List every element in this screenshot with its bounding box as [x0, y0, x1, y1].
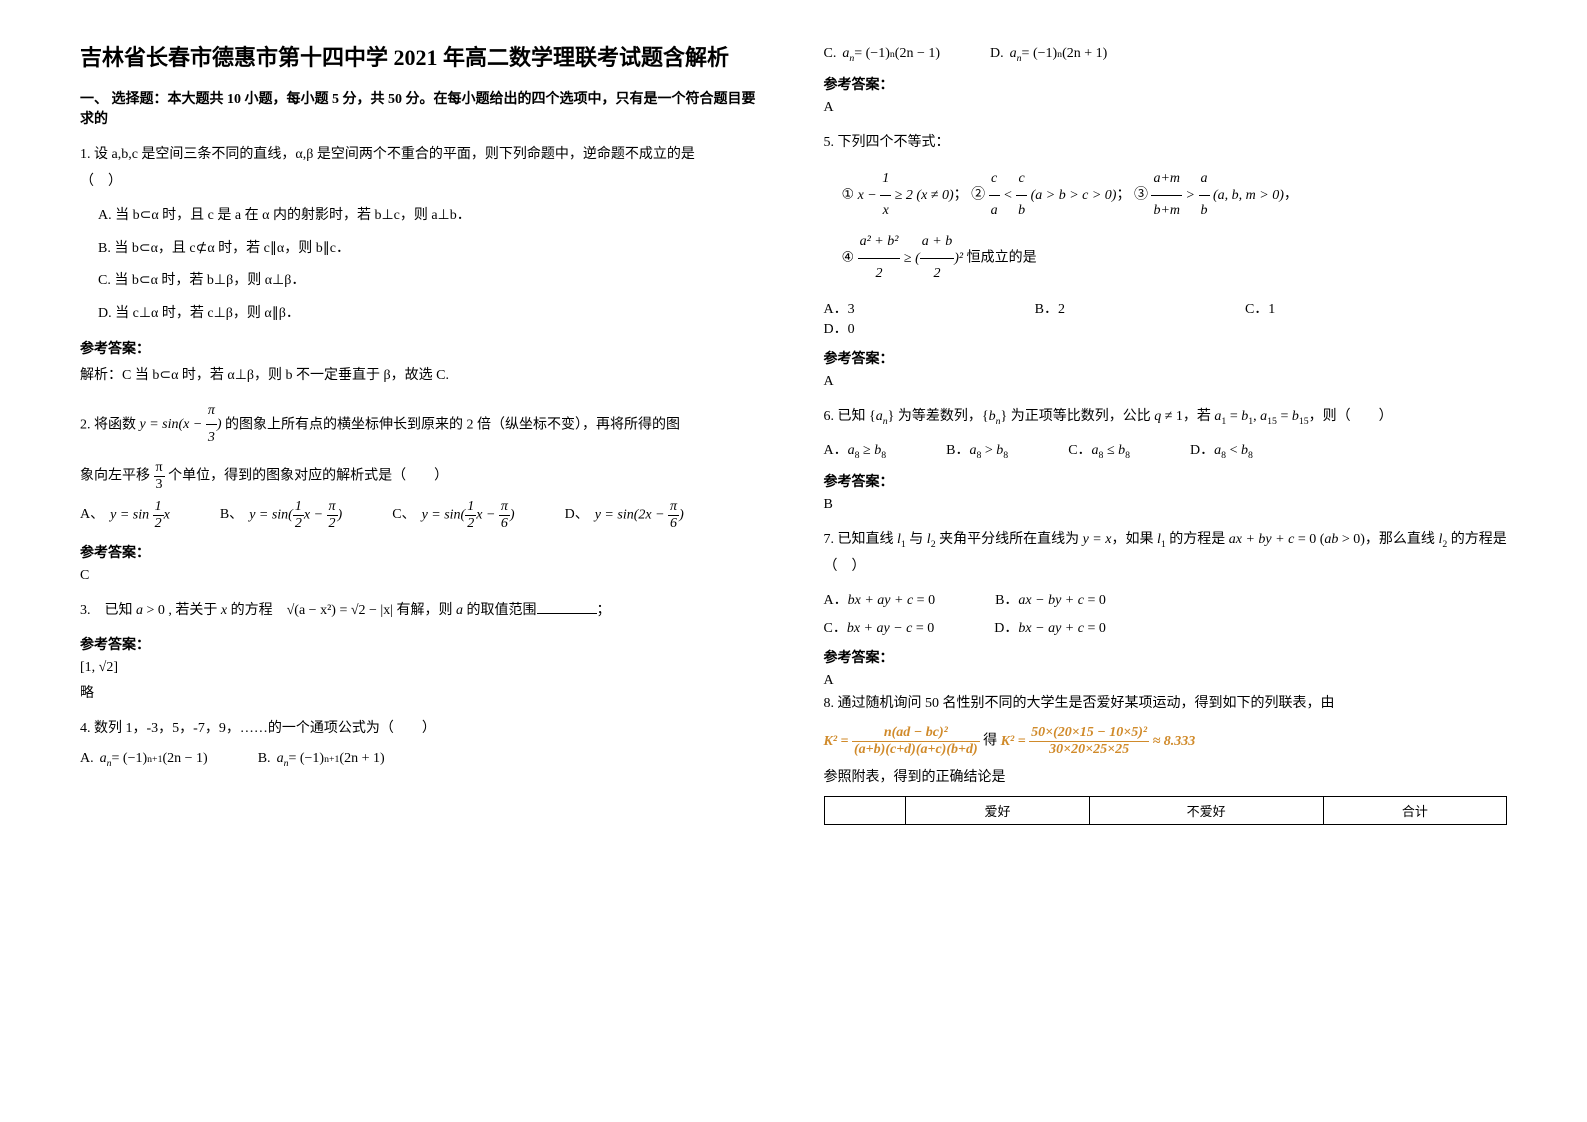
q5-opt-a: A．3 [824, 298, 855, 318]
q8-rhs-num: 50×(20×15 − 10×5)² [1029, 725, 1149, 742]
q6-ans-label: 参考答案： [824, 471, 1508, 491]
q1-ans-label: 参考答案： [80, 338, 764, 358]
q5-opt-d: D．0 [824, 318, 1508, 338]
q3-extra: 略 [80, 682, 764, 702]
q4-opt-d: D.an = (−1)n(2n + 1) [990, 46, 1107, 64]
table-row: 爱好 不爱好 合计 [824, 797, 1507, 825]
q2-line2-post: 个单位，得到的图象对应的解析式是（ ） [168, 468, 448, 483]
q2-opt-c: C、y = sin(12x − π6) [392, 499, 514, 532]
q3-ans: [1, √2] [80, 660, 764, 676]
q5-opt-c: C．1 [1245, 298, 1275, 318]
q1-opt-b: B. 当 b⊂α，且 c⊄α 时，若 c∥α，则 b∥c． [98, 236, 764, 263]
q7-opt-d: D．bx − ay + c = 0 [994, 617, 1106, 637]
q8-lhs-num: n(ad − bc)² [852, 725, 980, 742]
q2-stem-line2: 象向左平移 π3 个单位，得到的图象对应的解析式是（ ） [80, 460, 764, 493]
q2-opt-a: A、y = sin 12x [80, 499, 170, 532]
q7-options-row1: A．bx + ay + c = 0 B．ax − by + c = 0 [824, 589, 1508, 609]
q8-mid: 得 [983, 734, 997, 749]
q6-options: A．a8 ≥ b8 B．a8 > b8 C．a8 ≤ b8 D．a8 < b8 [824, 439, 1508, 461]
q5-line2-post: 恒成立的是 [967, 251, 1037, 266]
section-header: 一、 选择题：本大题共 10 小题，每小题 5 分，共 50 分。在每小题给出的… [80, 88, 764, 128]
q5-line1: ① x − 1x ≥ 2 (x ≠ 0)； ② ca < cb (a > b >… [842, 164, 1508, 227]
q2-ans-label: 参考答案： [80, 542, 764, 562]
q6-opt-c: C．a8 ≤ b8 [1068, 439, 1130, 461]
q8-ref: 参照附表，得到的正确结论是 [824, 766, 1508, 786]
q5-stem: 5. 下列四个不等式： [824, 130, 1508, 157]
q6-opt-a: A．a8 ≥ b8 [824, 439, 887, 461]
q7-opt-b: B．ax − by + c = 0 [995, 589, 1106, 609]
q7-stem: 7. 已知直线 l1 与 l2 夹角平分线所在直线为 y = x，如果 l1 的… [824, 527, 1508, 581]
q1-opt-a: A. 当 b⊂α 时，且 c 是 a 在 α 内的射影时，若 b⊥c，则 a⊥b… [98, 203, 764, 230]
q2-options: A、y = sin 12x B、y = sin(12x − π2) C、y = … [80, 499, 764, 532]
q1-stem: 1. 设 a,b,c 是空间三条不同的直线，α,β 是空间两个不重合的平面，则下… [80, 142, 764, 195]
q8-table: 爱好 不爱好 合计 [824, 796, 1508, 825]
q7-opt-c: C．bx + ay − c = 0 [824, 617, 935, 637]
q5-ans: A [824, 374, 1508, 390]
th1 [824, 797, 906, 825]
q1-analysis: 解析：C 当 b⊂α 时，若 α⊥β，则 b 不一定垂直于 β，故选 C. [80, 364, 764, 384]
th2: 爱好 [906, 797, 1089, 825]
q3-ans-label: 参考答案： [80, 634, 764, 654]
q7-ans: A [824, 673, 1508, 689]
q5-line2: ④ a² + b²2 ≥ (a + b2)² 恒成立的是 [842, 227, 1508, 290]
q4-stem: 4. 数列 1，-3，5，-7，9，……的一个通项公式为（ ） [80, 716, 764, 743]
q1-opt-c: C. 当 b⊂α 时，若 b⊥β，则 α⊥β． [98, 268, 764, 295]
q8-stem: 8. 通过随机询问 50 名性别不同的大学生是否爱好某项运动，得到如下的列联表，… [824, 691, 1508, 718]
q4-opt-a: A.an = (−1)n+1(2n − 1) [80, 751, 208, 769]
q4-ans: A [824, 100, 1508, 116]
q2-stem-pre: 2. 将函数 [80, 417, 136, 432]
q2-stem: 2. 将函数 y = sin(x − π3) 的图象上所有点的横坐标伸长到原来的… [80, 398, 764, 452]
q8-formula: K² = n(ad − bc)²(a+b)(c+d)(a+c)(b+d) 得 K… [824, 725, 1508, 758]
q4-opt-b: B.an = (−1)n+1(2n + 1) [258, 751, 385, 769]
q2-opt-b: B、y = sin(12x − π2) [220, 499, 342, 532]
q4-opt-c: C.an = (−1)n(2n − 1) [824, 46, 941, 64]
q7-opt-a: A．bx + ay + c = 0 [824, 589, 936, 609]
q1-opt-d: D. 当 c⊥α 时，若 c⊥β，则 α∥β． [98, 301, 764, 328]
q4-ans-label: 参考答案： [824, 74, 1508, 94]
q7-options-row2: C．bx + ay − c = 0 D．bx − ay + c = 0 [824, 617, 1508, 637]
q2-opt-d: D、y = sin(2x − π6) [565, 499, 684, 532]
q6-stem: 6. 已知 {an} 为等差数列，{bn} 为正项等比数列，公比 q ≠ 1，若… [824, 404, 1508, 431]
th4: 合计 [1323, 797, 1506, 825]
q2-line2-frac: π3 [154, 460, 165, 493]
q5-ans-label: 参考答案： [824, 348, 1508, 368]
q3-stem: 3. 已知 a > 0 , 若关于 x 的方程 √(a − x²) = √2 −… [80, 598, 764, 625]
q6-opt-b: B．a8 > b8 [946, 439, 1008, 461]
q2-line2-pre: 象向左平移 [80, 468, 150, 483]
page-title: 吉林省长春市德惠市第十四中学 2021 年高二数学理联考试题含解析 [80, 40, 764, 72]
q8-lhs-den: (a+b)(c+d)(a+c)(b+d) [852, 742, 980, 758]
q4-options-row2: C.an = (−1)n(2n − 1) D.an = (−1)n(2n + 1… [824, 46, 1508, 64]
q5-opt-b: B．2 [1035, 298, 1065, 318]
q2-stem-f: y = sin(x − π3) [140, 417, 226, 432]
q4-options-row1: A.an = (−1)n+1(2n − 1) B.an = (−1)n+1(2n… [80, 751, 764, 769]
q6-opt-d: D．a8 < b8 [1190, 439, 1253, 461]
q5-options-row1: A．3 B．2 C．1 [824, 298, 1508, 318]
q8-approx: ≈ 8.333 [1153, 734, 1196, 749]
q2-ans: C [80, 568, 764, 584]
th3: 不爱好 [1089, 797, 1323, 825]
q2-stem-mid: 的图象上所有点的横坐标伸长到原来的 2 倍（纵坐标不变），再将所得的图 [225, 417, 680, 432]
q7-ans-label: 参考答案： [824, 647, 1508, 667]
q8-rhs-den: 30×20×25×25 [1029, 742, 1149, 758]
q6-ans: B [824, 497, 1508, 513]
